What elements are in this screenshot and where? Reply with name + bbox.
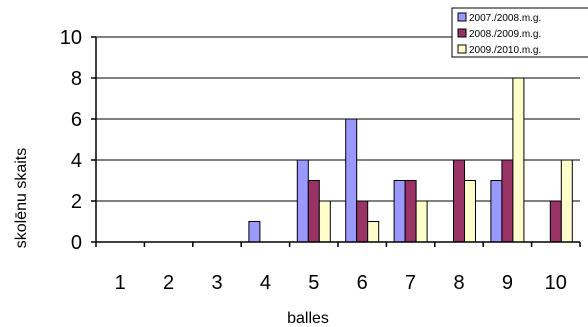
legend-label-3: 2009./2010.m.g. [469,45,541,56]
x-tick-label-10: 10 [545,272,567,294]
bar-series-1-cat-6 [346,119,357,242]
x-tick-labels: 1 2 3 4 5 6 7 8 9 10 [96,242,580,294]
y-tick-label-2: 2 [71,191,82,213]
bar-series-2-cat-5 [308,181,319,243]
y-axis-title: skolēnu skaits [13,148,30,249]
legend-swatch-1 [458,13,466,21]
legend-label-1: 2007./2008.m.g. [469,13,541,24]
legend: 2007./2008.m.g. 2008./2009.m.g. 2009./2010… [452,8,588,57]
bar-series-2-cat-7 [405,181,416,243]
x-tick-label-2: 2 [163,272,174,294]
bar-series-3-cat-7 [416,201,427,242]
y-tick-labels: 0 2 4 6 8 10 [60,27,96,254]
x-tick-label-1: 1 [115,272,126,294]
x-axis-title: balles [287,310,329,327]
x-tick-label-7: 7 [405,272,416,294]
bar-series-3-cat-6 [368,222,379,243]
legend-label-2: 2008./2009.m.g. [469,29,541,40]
x-tick-label-9: 9 [502,272,513,294]
bar-series-3-cat-8 [465,181,476,243]
bar-series-3-cat-5 [319,201,330,242]
x-tick-label-5: 5 [308,272,319,294]
x-tick-label-8: 8 [453,272,464,294]
y-tick-label-6: 6 [71,109,82,131]
bar-series-1-cat-7 [394,181,405,243]
y-tick-label-10: 10 [60,27,82,49]
legend-items: 2007./2008.m.g. 2008./2009.m.g. 2009./2010… [458,13,541,56]
x-tick-label-6: 6 [357,272,368,294]
bar-series-1-cat-9 [491,181,502,243]
y-tick-label-4: 4 [71,150,82,172]
bar-series-3-cat-10 [561,160,572,242]
bar-series-3-cat-9 [513,78,524,242]
legend-swatch-3 [458,45,466,53]
bar-series-1-cat-5 [297,160,308,242]
x-tick-label-4: 4 [260,272,271,294]
bar-series-2-cat-9 [502,160,513,242]
bar-series-2-cat-10 [550,201,561,242]
bar-series-1-cat-4 [249,222,260,243]
legend-swatch-2 [458,29,466,37]
x-tick-label-3: 3 [211,272,222,294]
bar-series-2-cat-6 [357,201,368,242]
bar-series-2-cat-8 [454,160,465,242]
y-tick-label-8: 8 [71,68,82,90]
y-tick-label-0: 0 [71,232,82,254]
